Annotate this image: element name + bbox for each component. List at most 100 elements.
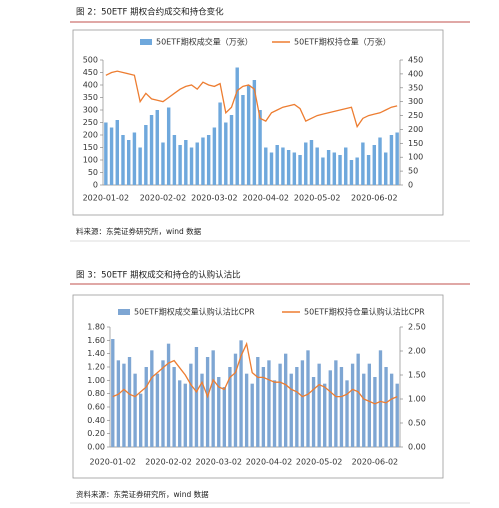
bar — [178, 145, 182, 185]
y2-tick-label: 0.50 — [408, 419, 426, 428]
bar — [362, 373, 366, 447]
y-tick-label: 250 — [83, 118, 98, 127]
x-tick-label: 2020-02-02 — [140, 194, 187, 203]
y-tick-label: 0.40 — [87, 416, 105, 425]
bar — [104, 122, 108, 185]
bar — [155, 110, 159, 185]
x-tick-label: 2020-06-02 — [352, 458, 399, 467]
y-tick-label: 0.00 — [87, 443, 105, 452]
source-note: 料来源：东莞证券研究所，wind 数据 — [76, 226, 202, 236]
bar — [224, 122, 228, 185]
line-series — [112, 341, 398, 405]
y-tick-label: 400 — [83, 81, 98, 90]
bar — [246, 85, 251, 185]
bar — [184, 140, 188, 185]
y-tick-label: 350 — [83, 93, 98, 102]
bar — [126, 140, 131, 185]
x-tick-label: 2020-04-02 — [243, 194, 290, 203]
y2-tick-label: 0.00 — [408, 443, 426, 452]
y2-tick-label: 1.50 — [408, 371, 426, 380]
x-tick-label: 2020-02-02 — [145, 458, 192, 467]
bar — [298, 155, 302, 185]
y-tick-label: 200 — [83, 131, 98, 140]
bar — [133, 373, 137, 447]
bar — [304, 142, 308, 185]
bar — [132, 132, 137, 185]
bar — [189, 147, 194, 185]
bar — [229, 115, 234, 185]
legend-label: 50ETF期权持仓量（万张） — [294, 37, 391, 47]
x-tick-label: 2020-05-02 — [296, 458, 343, 467]
bar — [292, 152, 297, 185]
bar — [306, 350, 310, 447]
bar — [378, 350, 383, 447]
y-tick-label: 1.40 — [87, 349, 105, 358]
bar — [138, 147, 142, 185]
bar — [372, 145, 377, 185]
bar — [311, 377, 316, 447]
y-tick-label: 150 — [83, 143, 98, 152]
bar — [317, 363, 321, 447]
bar — [218, 102, 222, 185]
y-tick-label: 0.80 — [87, 389, 105, 398]
bar — [361, 142, 365, 185]
y2-tick-label: 450 — [408, 56, 423, 65]
bar — [278, 363, 282, 447]
bar — [149, 115, 154, 185]
y2-tick-label: 350 — [408, 83, 423, 92]
bar — [222, 387, 226, 447]
bar — [166, 343, 171, 447]
x-tick-label: 2020-03-02 — [196, 458, 243, 467]
bar — [109, 127, 114, 185]
bar — [172, 367, 176, 447]
bar — [194, 347, 199, 447]
figure-caption: 图 2：50ETF 期权合约成交和持仓变化 — [76, 7, 224, 18]
bar — [239, 340, 243, 447]
bar — [256, 357, 260, 447]
legend-label: 50ETF期权成交量（万张） — [156, 37, 253, 47]
bar — [121, 135, 125, 185]
bar — [349, 160, 354, 185]
bar — [373, 377, 377, 447]
source-note: 资料来源：东莞证券研究所，wind 数据 — [76, 489, 209, 499]
bar — [384, 367, 388, 447]
bar — [244, 373, 249, 447]
bar — [217, 377, 221, 447]
bar — [384, 152, 388, 185]
bar — [116, 360, 121, 447]
bar — [155, 373, 160, 447]
line-series — [105, 70, 398, 129]
bar — [267, 360, 271, 447]
bar — [115, 120, 119, 185]
bar — [339, 367, 344, 447]
bar — [295, 367, 299, 447]
bar — [144, 367, 148, 447]
y-tick-label: 0 — [93, 181, 98, 190]
bar — [356, 353, 360, 447]
bar — [300, 360, 305, 447]
x-tick-label: 2020-01-02 — [90, 458, 137, 467]
bar — [211, 350, 215, 447]
bar — [286, 150, 291, 185]
bar — [378, 137, 382, 185]
bar — [309, 140, 314, 185]
bar — [269, 152, 274, 185]
y2-tick-label: 2.00 — [408, 347, 426, 356]
bar — [205, 357, 210, 447]
y2-tick-label: 1.00 — [408, 395, 426, 404]
bar — [289, 373, 293, 447]
bar — [332, 152, 337, 185]
y2-tick-label: 2.50 — [408, 323, 426, 332]
y-tick-label: 50 — [88, 168, 98, 177]
bar — [172, 135, 177, 185]
bar — [258, 110, 262, 185]
y-tick-label: 100 — [83, 156, 98, 165]
bar — [161, 142, 165, 185]
x-tick-label: 2020-04-02 — [246, 458, 293, 467]
bar — [272, 380, 277, 447]
legend-label: 50ETF期权成交量认购认沽比CPR — [134, 307, 255, 317]
bar — [326, 150, 331, 185]
bar — [139, 393, 143, 447]
bar — [195, 142, 199, 185]
